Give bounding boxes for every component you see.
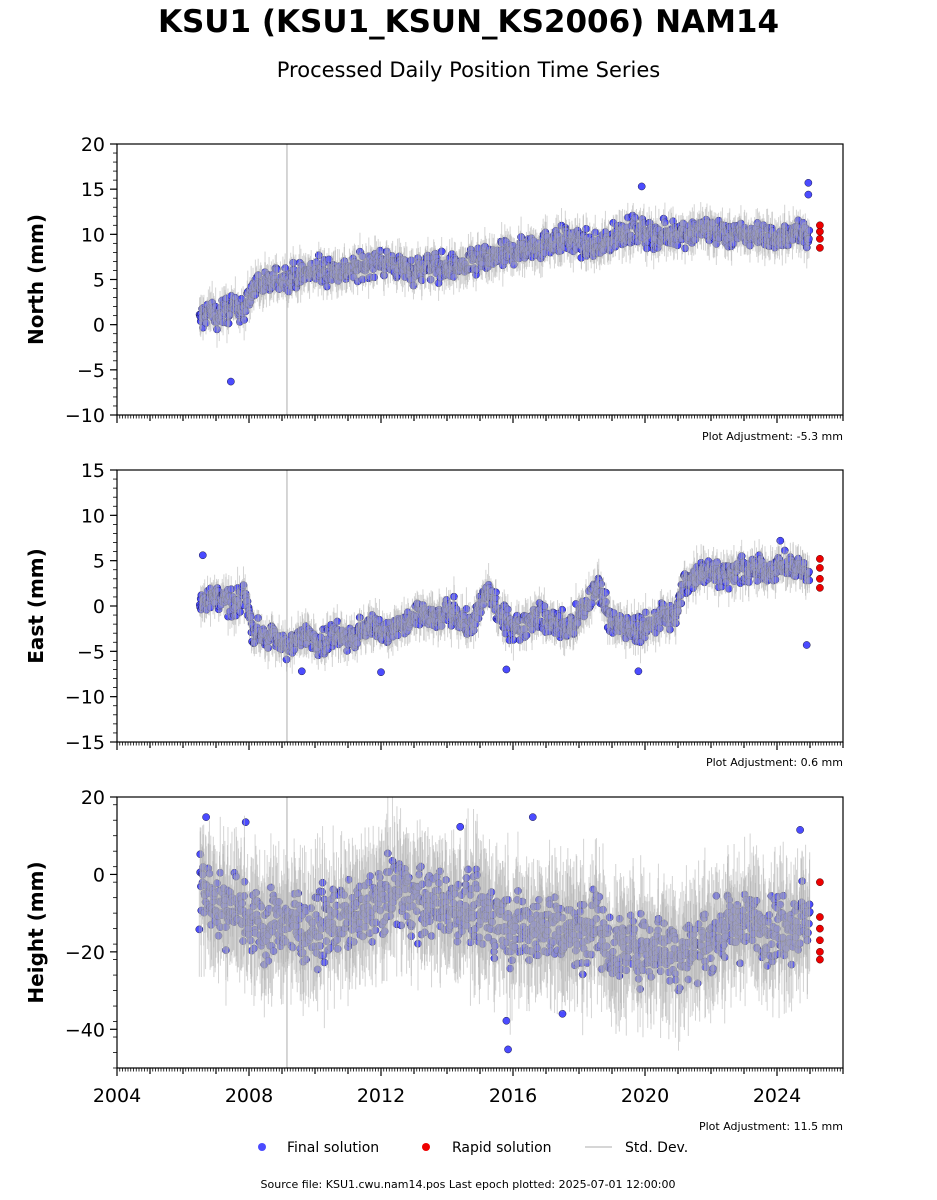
y-tick-label: 0 (93, 315, 105, 337)
final-outlier-point (804, 178, 813, 187)
rapid-point (816, 574, 824, 583)
final-outlier-point (227, 377, 235, 386)
rapid-point (816, 564, 824, 572)
chart-subtitle: Processed Daily Position Time Series (276, 58, 661, 82)
final-outlier-point (502, 665, 511, 674)
panel-1: 20 15 10 5 0 −5 −10 North (mm) Plot Adjustment: … (24, 134, 844, 443)
y-tick-label: 20 (81, 134, 105, 156)
y-tick-label: 15 (81, 460, 105, 482)
y-tick-label: −5 (77, 360, 105, 382)
y-tick-label: 5 (93, 551, 105, 573)
y-tick-label: −15 (65, 732, 105, 754)
y-tick-label: 10 (81, 224, 105, 246)
y-tick-label: 0 (93, 596, 105, 618)
rapid-solution-series (816, 555, 824, 592)
final-outlier-point (802, 641, 811, 649)
final-outlier-point (634, 667, 643, 676)
y-tick-label: 5 (93, 270, 105, 292)
plot-frame (116, 143, 844, 416)
y-tick-label: −5 (77, 641, 105, 663)
y-axis-title: North (mm) (24, 214, 48, 345)
rapid-point (816, 221, 824, 230)
plot-adjustment-note: Plot Adjustment: -5.3 mm (702, 430, 843, 443)
rapid-solution-series (816, 221, 824, 252)
final-outlier-point (804, 190, 813, 199)
panels-group: 20 15 10 5 0 −5 −10 North (mm) Plot Adjustment: … (24, 134, 844, 1133)
rapid-point (816, 235, 824, 243)
y-tick-label: 10 (81, 505, 105, 527)
rapid-point (816, 244, 824, 252)
rapid-point (816, 555, 824, 563)
y-tick-label: −10 (65, 405, 105, 427)
y-tick-label: 15 (81, 179, 105, 201)
final-outlier-point (297, 667, 306, 676)
rapid-point (816, 584, 824, 592)
final-outlier-point (198, 551, 207, 560)
chart-title: KSU1 (KSU1_KSUN_KS2006) NAM14 (157, 4, 780, 40)
y-tick-label: −10 (65, 687, 105, 709)
final-outlier-point (377, 668, 385, 677)
final-outlier-point (637, 182, 646, 191)
